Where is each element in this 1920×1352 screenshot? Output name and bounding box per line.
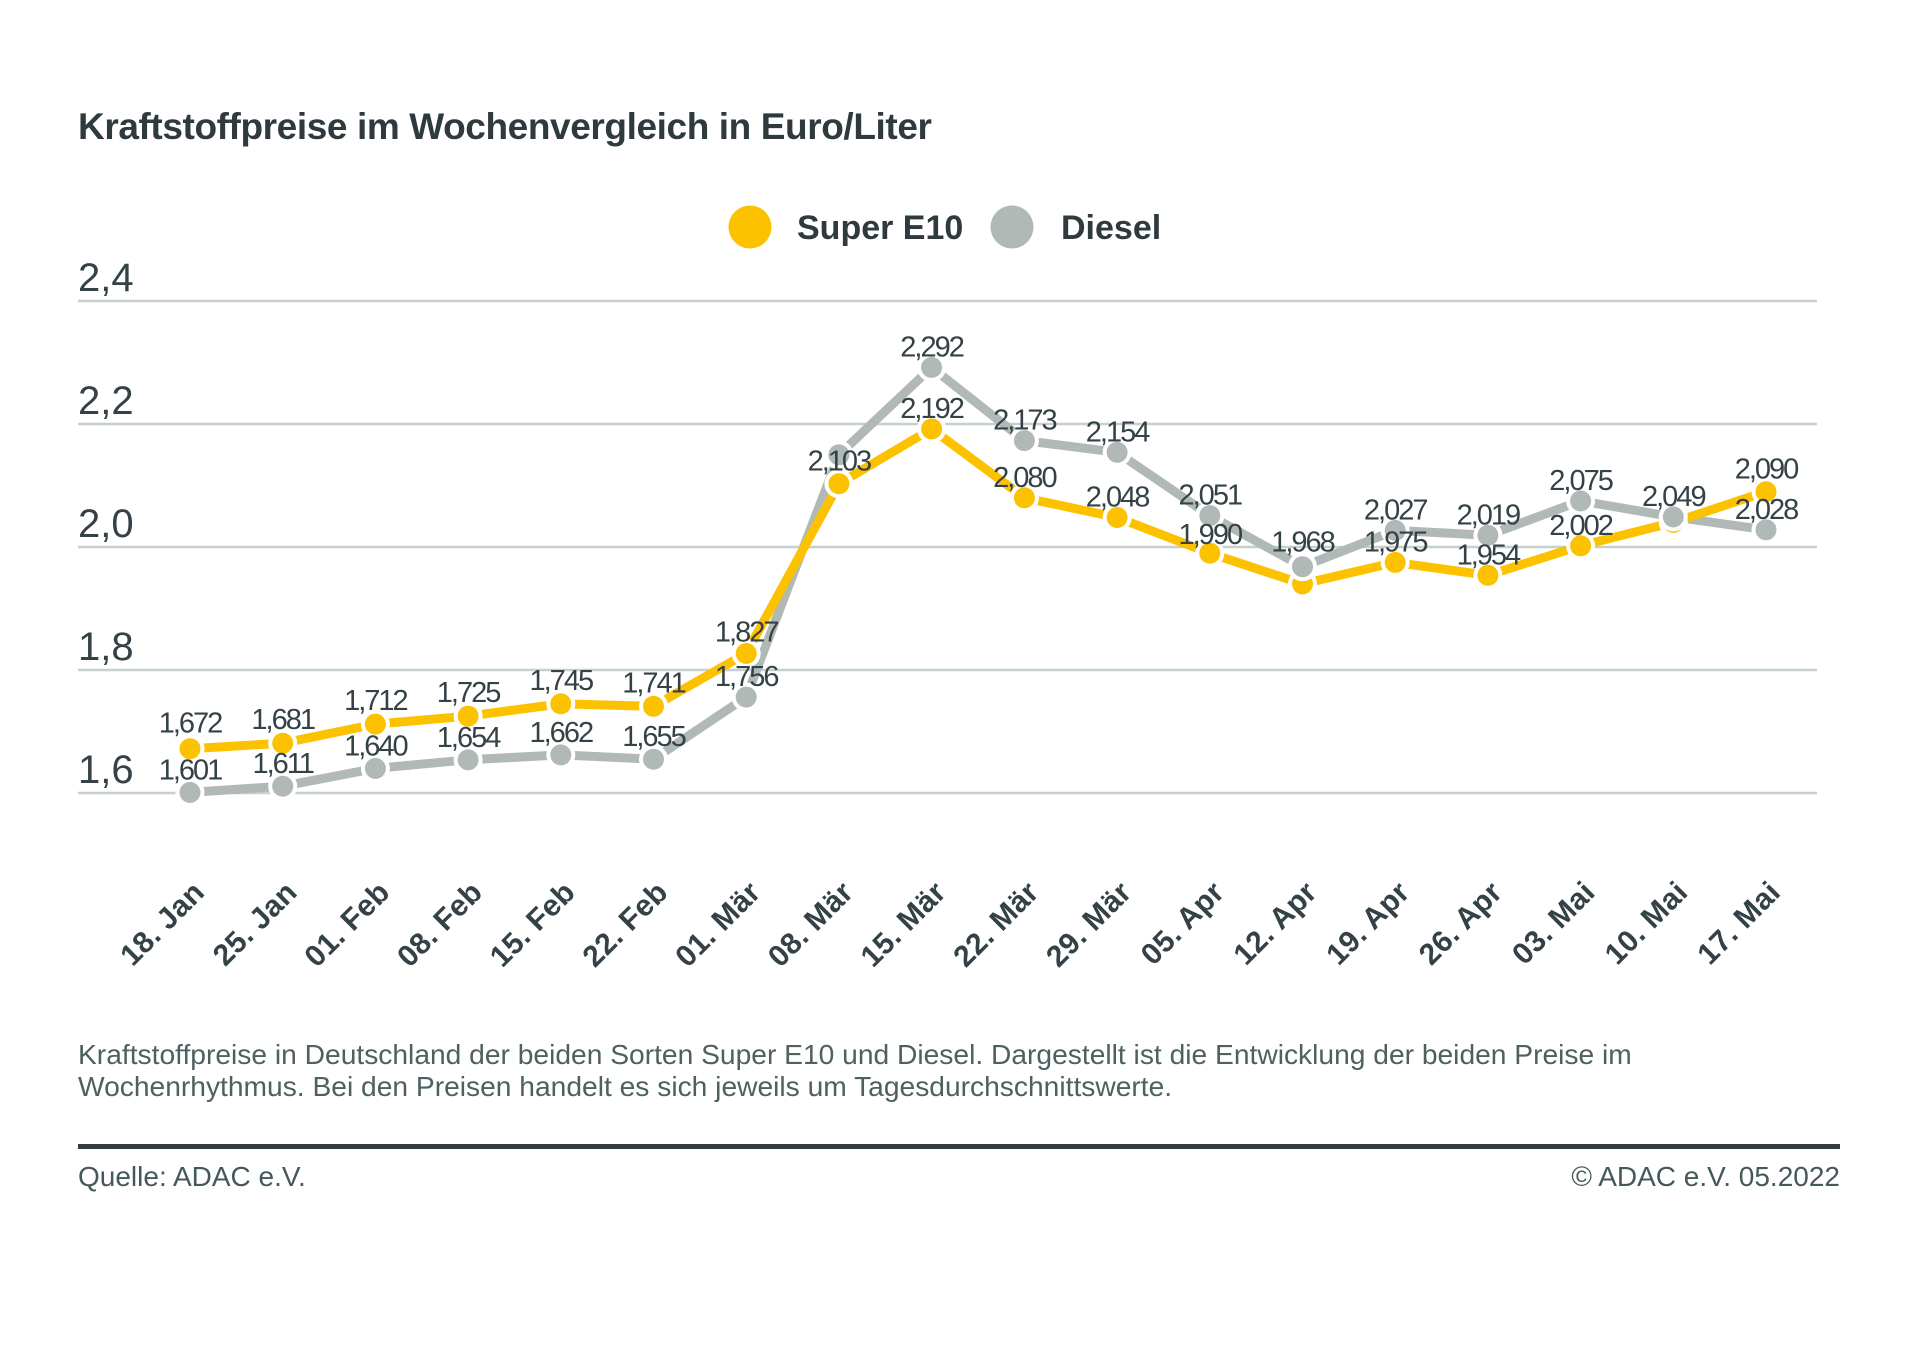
svg-text:1,601: 1,601 xyxy=(159,754,222,786)
svg-text:1,756: 1,756 xyxy=(715,661,778,693)
svg-text:1,968: 1,968 xyxy=(1271,527,1334,559)
svg-text:1,655: 1,655 xyxy=(622,721,685,753)
svg-text:1,654: 1,654 xyxy=(437,722,501,754)
svg-text:1,725: 1,725 xyxy=(437,677,500,709)
svg-text:Super E10: Super E10 xyxy=(797,209,963,247)
svg-text:Wochenrhythmus. Bei den Preise: Wochenrhythmus. Bei den Preisen handelt … xyxy=(78,1070,1172,1102)
svg-text:2,154: 2,154 xyxy=(1086,416,1150,448)
svg-text:2,0: 2,0 xyxy=(78,502,134,546)
svg-text:Kraftstoffpreise in Deutschlan: Kraftstoffpreise in Deutschland der beid… xyxy=(78,1038,1632,1070)
svg-text:2,049: 2,049 xyxy=(1642,481,1705,513)
svg-text:2,051: 2,051 xyxy=(1179,480,1242,512)
svg-text:Quelle: ADAC e.V.: Quelle: ADAC e.V. xyxy=(78,1161,306,1192)
svg-text:2,2: 2,2 xyxy=(78,379,134,423)
svg-text:Diesel: Diesel xyxy=(1061,209,1161,247)
svg-text:1,6: 1,6 xyxy=(78,748,134,792)
svg-text:1,611: 1,611 xyxy=(252,748,313,780)
svg-text:1,672: 1,672 xyxy=(159,708,222,740)
svg-text:1,745: 1,745 xyxy=(530,665,593,697)
svg-text:1,741: 1,741 xyxy=(622,667,685,699)
svg-text:1,662: 1,662 xyxy=(530,717,593,749)
svg-text:1,954: 1,954 xyxy=(1457,539,1521,571)
svg-text:2,019: 2,019 xyxy=(1457,499,1520,531)
svg-text:1,640: 1,640 xyxy=(344,730,407,762)
svg-text:1,712: 1,712 xyxy=(344,685,407,717)
svg-text:1,990: 1,990 xyxy=(1179,519,1242,551)
svg-text:2,080: 2,080 xyxy=(993,462,1056,494)
svg-text:Kraftstoffpreise im Wochenverg: Kraftstoffpreise im Wochenvergleich in E… xyxy=(78,106,932,147)
svg-text:2,002: 2,002 xyxy=(1549,510,1612,542)
svg-text:2,075: 2,075 xyxy=(1549,465,1612,497)
svg-text:1,681: 1,681 xyxy=(251,704,314,736)
svg-text:© ADAC e.V. 05.2022: © ADAC e.V. 05.2022 xyxy=(1571,1161,1840,1192)
svg-text:2,027: 2,027 xyxy=(1364,494,1427,526)
svg-text:2,048: 2,048 xyxy=(1086,482,1149,514)
svg-text:1,975: 1,975 xyxy=(1364,526,1427,558)
svg-text:2,4: 2,4 xyxy=(78,256,134,300)
svg-text:1,827: 1,827 xyxy=(715,616,778,648)
svg-text:2,090: 2,090 xyxy=(1735,454,1798,486)
svg-text:2,028: 2,028 xyxy=(1735,494,1798,526)
svg-text:1,8: 1,8 xyxy=(78,625,134,669)
svg-text:2,173: 2,173 xyxy=(993,405,1056,437)
svg-text:2,192: 2,192 xyxy=(900,393,963,425)
svg-text:2,292: 2,292 xyxy=(900,331,963,363)
svg-text:2,103: 2,103 xyxy=(808,446,871,478)
